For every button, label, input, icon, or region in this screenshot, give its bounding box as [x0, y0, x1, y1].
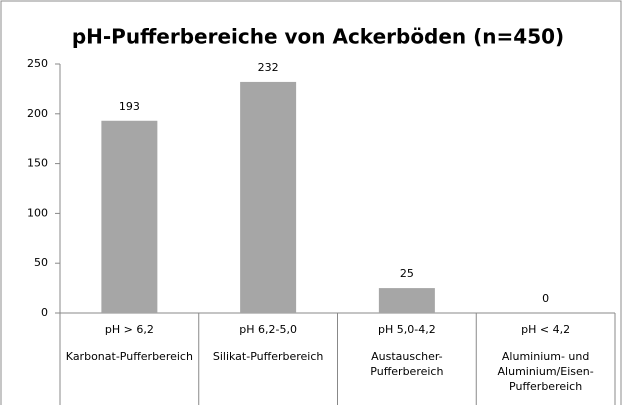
- bar: [378, 288, 435, 313]
- chart-title: pH-Pufferbereiche von Ackerböden (n=450): [72, 25, 564, 49]
- x-tick-label: pH < 4,2: [521, 323, 570, 336]
- bar: [240, 81, 297, 313]
- y-tick-label: 150: [27, 157, 48, 170]
- data-label: 25: [400, 267, 414, 280]
- y-tick-label: 200: [27, 107, 48, 120]
- data-label: 193: [119, 100, 140, 113]
- x-tick-label: Karbonat-Pufferbereich: [66, 350, 193, 363]
- x-tick-label: Silikat-Pufferbereich: [213, 350, 324, 363]
- x-tick-label: Aluminium- und: [502, 350, 589, 363]
- data-label: 232: [258, 61, 279, 74]
- x-tick-label: Aluminium/Eisen-: [498, 365, 594, 378]
- y-tick-label: 250: [27, 57, 48, 70]
- data-label: 0: [542, 292, 549, 305]
- x-tick-label: pH 5,0-4,2: [378, 323, 436, 336]
- x-tick-label: Austauscher-: [371, 350, 443, 363]
- y-tick-label: 50: [34, 256, 48, 269]
- x-tick-label: Pufferbereich: [509, 380, 582, 393]
- y-tick-label: 100: [27, 206, 48, 219]
- y-tick-label: 0: [41, 306, 48, 319]
- x-tick-label: pH > 6,2: [105, 323, 154, 336]
- x-tick-label: Pufferbereich: [370, 365, 443, 378]
- x-tick-label: pH 6,2-5,0: [239, 323, 297, 336]
- bar: [101, 120, 158, 313]
